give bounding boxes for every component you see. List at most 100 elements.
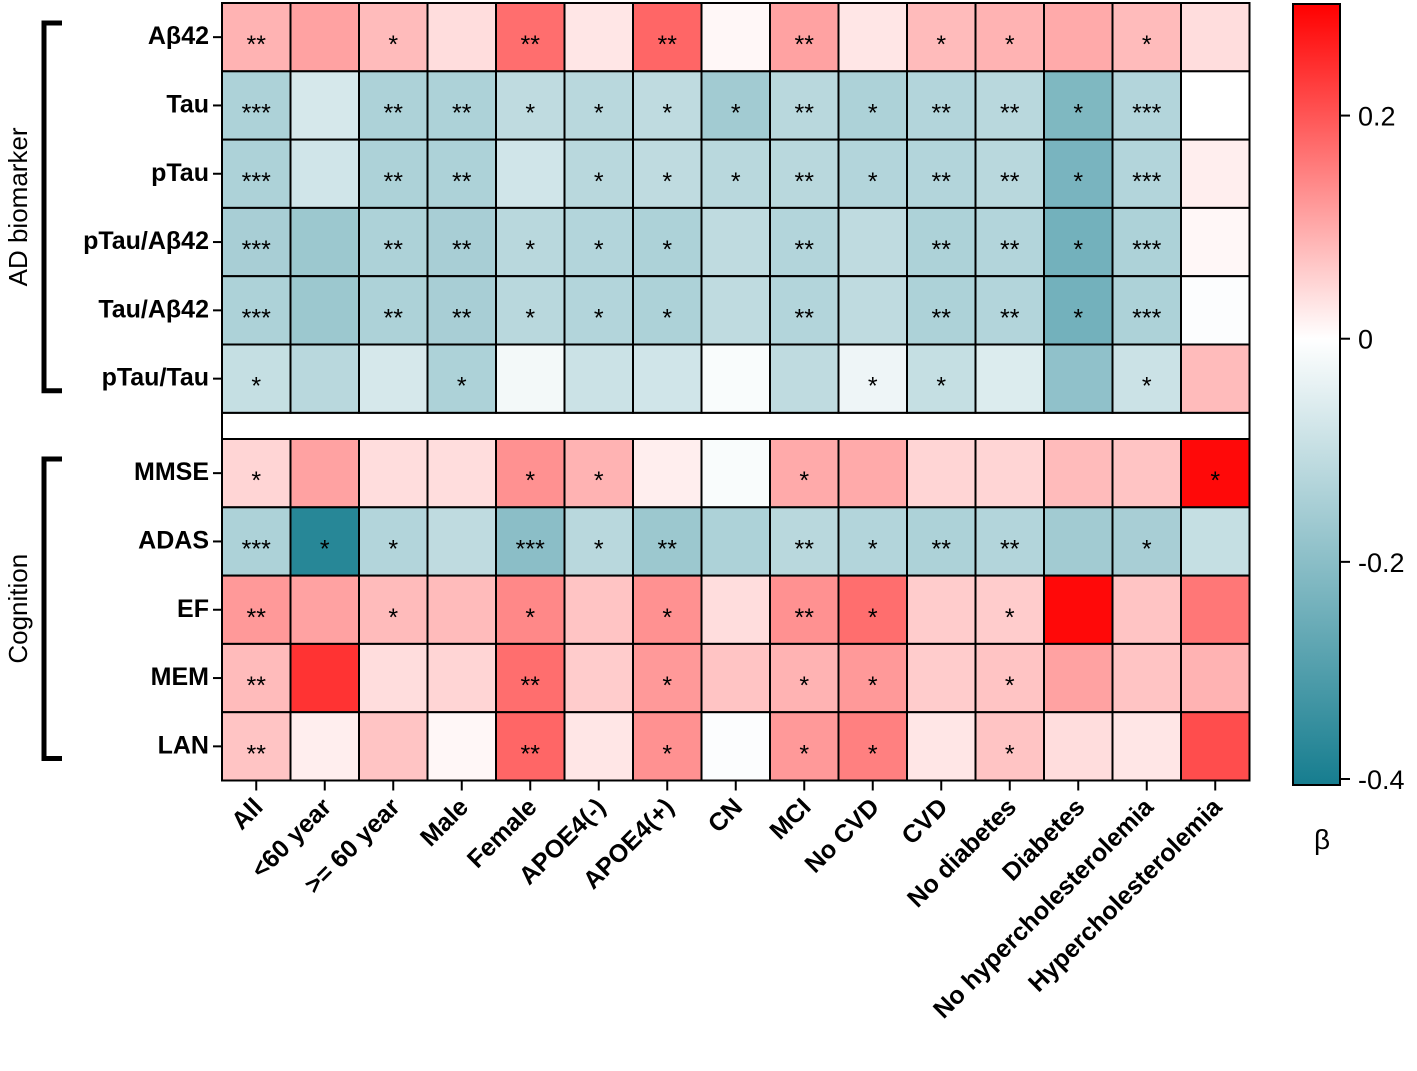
significance-markers: ** * ** ** ** * * **** ** ** * * * * ** * ** ** * ****** ** *… [242, 31, 1221, 768]
heatmap-cell [906, 711, 977, 782]
significance-mark: ** [1000, 304, 1020, 332]
significance-mark: ** [521, 740, 541, 768]
significance-mark: * [320, 535, 330, 563]
significance-mark: * [799, 672, 809, 700]
column-label: Male [415, 793, 474, 852]
heatmap-cell [769, 711, 840, 782]
heatmap-cell [1180, 506, 1251, 577]
heatmap-cell [632, 343, 703, 414]
row-label: EF [177, 595, 209, 623]
heatmap-cell [495, 138, 566, 209]
significance-mark: * [868, 672, 878, 700]
heatmap-cell [495, 206, 566, 278]
significance-mark: * [662, 604, 672, 632]
significance-mark: *** [1132, 168, 1161, 196]
significance-mark: ** [452, 304, 472, 332]
heatmap-cell [289, 711, 360, 782]
significance-mark: * [868, 99, 878, 127]
significance-mark: * [936, 31, 946, 59]
heatmap-cell [1111, 438, 1182, 509]
heatmap-cell [358, 343, 429, 414]
significance-mark: ** [247, 740, 267, 768]
significance-mark: * [662, 236, 672, 264]
heatmap-cell [563, 711, 634, 782]
significance-mark: * [1073, 236, 1083, 264]
heatmap-cell [837, 711, 908, 782]
significance-mark: * [1005, 604, 1015, 632]
heatmap-cell [1043, 574, 1114, 645]
significance-mark: *** [242, 168, 271, 196]
significance-mark: * [388, 31, 398, 59]
heatmap-cell [632, 275, 703, 346]
heatmap-cell [1180, 206, 1251, 278]
heatmap-cell [906, 2, 977, 73]
heatmap-cell [563, 438, 634, 509]
heatmap-cell [1180, 711, 1251, 782]
heatmap-cell [837, 438, 908, 509]
heatmap-cell [700, 711, 771, 782]
heatmap-cell [837, 206, 908, 278]
significance-mark: * [868, 535, 878, 563]
heatmap-cell [1111, 275, 1182, 346]
heatmap-cell [769, 206, 840, 278]
significance-mark: ** [452, 99, 472, 127]
significance-mark: * [1073, 304, 1083, 332]
heatmap-cell [1180, 2, 1251, 73]
heatmap-cell [1180, 343, 1251, 414]
row-label: ADAS [138, 526, 209, 554]
significance-mark: * [594, 236, 604, 264]
significance-mark: ** [384, 168, 404, 196]
significance-mark: * [594, 99, 604, 127]
heatmap-cell [358, 438, 429, 509]
heatmap-cell [563, 574, 634, 645]
significance-mark: ** [247, 604, 267, 632]
significance-mark: * [799, 467, 809, 495]
significance-mark: ** [384, 236, 404, 264]
heatmap-cell [358, 206, 429, 278]
significance-mark: * [936, 373, 946, 401]
group-label: AD biomarker [3, 127, 33, 286]
heatmap-cell [906, 138, 977, 209]
heatmap-cell [289, 574, 360, 645]
heatmap-cell [769, 2, 840, 73]
heatmap-cell [289, 343, 360, 414]
heatmap-cell [495, 343, 566, 414]
column-label: CVD [896, 793, 953, 850]
heatmap-cell [906, 574, 977, 645]
heatmap-cell [906, 642, 977, 714]
heatmap-cell [1111, 506, 1182, 577]
significance-mark: ** [1000, 99, 1020, 127]
heatmap-cell [974, 642, 1045, 714]
significance-mark: *** [1132, 236, 1161, 264]
significance-mark: * [594, 304, 604, 332]
heatmap-cell [974, 438, 1045, 509]
heatmap-cell [1043, 711, 1114, 782]
heatmap-cell [289, 506, 360, 577]
heatmap-cell [769, 343, 840, 414]
heatmap-cell [358, 711, 429, 782]
heatmap-cell [289, 642, 360, 714]
row-label: Tau [166, 90, 209, 118]
significance-mark: * [868, 373, 878, 401]
heatmap-cell [426, 70, 497, 141]
significance-mark: ** [795, 236, 815, 264]
significance-mark: * [594, 535, 604, 563]
significance-mark: * [525, 236, 535, 264]
heatmap-cell [837, 2, 908, 73]
significance-mark: ** [452, 168, 472, 196]
heatmap-cell [632, 70, 703, 141]
significance-mark: * [457, 373, 467, 401]
row-label: Tau/Aβ42 [98, 295, 209, 323]
group-spacer [221, 411, 1251, 440]
group-brackets: AD biomarker Cognition [3, 20, 62, 761]
significance-mark: ** [932, 304, 952, 332]
heatmap-cell [563, 506, 634, 577]
heatmap-cell [906, 275, 977, 346]
heatmap-cell [974, 275, 1045, 346]
significance-mark: * [251, 467, 261, 495]
row-labels: Aβ42 Tau pTau pTau/Aβ42 Tau/Aβ42 pTau/Tau MMSE… [83, 22, 222, 759]
significance-mark: ** [795, 304, 815, 332]
row-label: pTau [151, 159, 209, 187]
heatmap-cell [700, 2, 771, 73]
heatmap-cell [632, 206, 703, 278]
